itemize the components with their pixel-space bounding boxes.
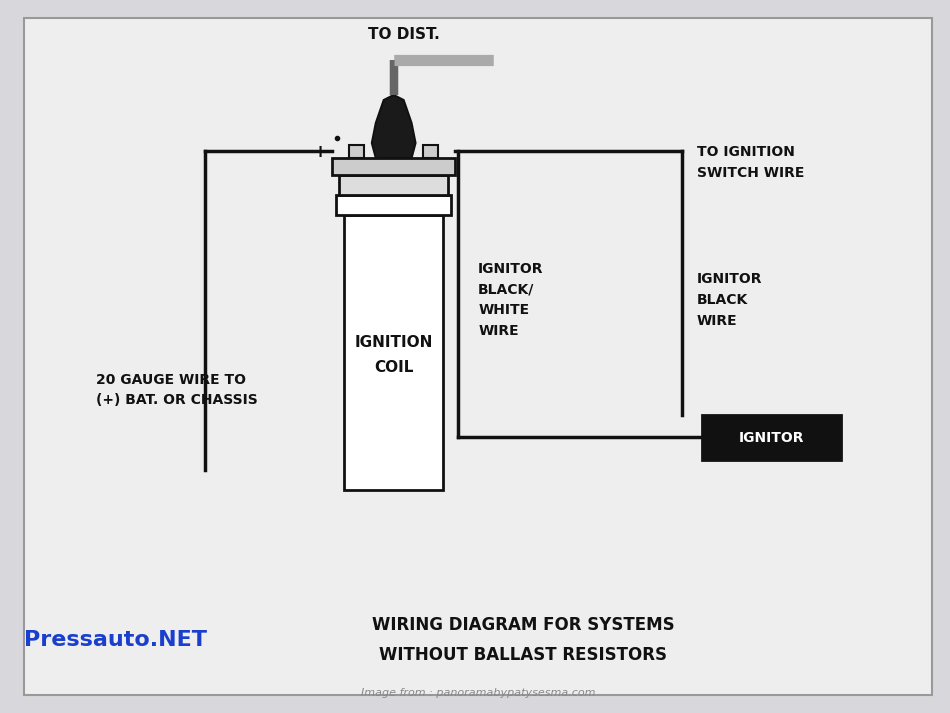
Polygon shape: [371, 95, 415, 158]
Text: TO IGNITION
SWITCH WIRE: TO IGNITION SWITCH WIRE: [696, 145, 804, 180]
Text: +: +: [313, 143, 327, 161]
Bar: [349, 145, 364, 158]
Bar: [702, 415, 841, 460]
Text: IGNITOR
BLACK/
WHITE
WIRE: IGNITOR BLACK/ WHITE WIRE: [478, 262, 543, 338]
Text: IGNITION
COIL: IGNITION COIL: [354, 335, 433, 375]
Bar: [332, 158, 455, 175]
Bar: [344, 215, 444, 490]
Bar: [339, 175, 448, 195]
Text: IGNITOR
BLACK
WIRE: IGNITOR BLACK WIRE: [696, 272, 762, 327]
Text: IGNITOR: IGNITOR: [738, 431, 804, 444]
Text: WIRING DIAGRAM FOR SYSTEMS: WIRING DIAGRAM FOR SYSTEMS: [371, 616, 674, 634]
Text: TO DIST.: TO DIST.: [368, 27, 440, 42]
Text: –: –: [460, 143, 469, 161]
Bar: [424, 145, 438, 158]
Text: 20 GAUGE WIRE TO
(+) BAT. OR CHASSIS: 20 GAUGE WIRE TO (+) BAT. OR CHASSIS: [96, 373, 257, 407]
Text: Pressauto.NET: Pressauto.NET: [24, 630, 207, 650]
Text: WITHOUT BALLAST RESISTORS: WITHOUT BALLAST RESISTORS: [379, 646, 667, 664]
Bar: [336, 195, 451, 215]
Text: Image from : panoramabypatysesma.com: Image from : panoramabypatysesma.com: [361, 688, 596, 698]
